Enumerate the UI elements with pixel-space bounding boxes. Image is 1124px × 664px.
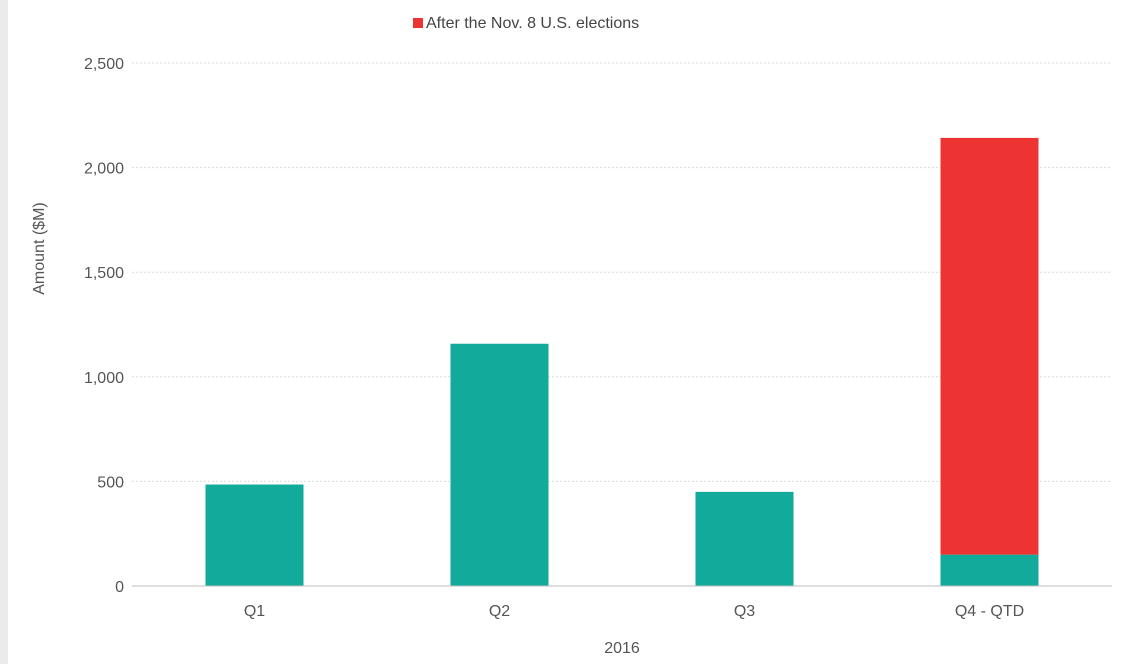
x-axis-ticks: Q1 Q2 Q3 Q4 - QTD bbox=[244, 603, 1024, 620]
y-axis-title: Amount ($M) bbox=[31, 202, 48, 294]
y-tick-label: 0 bbox=[115, 579, 124, 596]
bar-q4-qtd-series-2 bbox=[940, 137, 1039, 555]
y-tick-label: 2,000 bbox=[84, 161, 124, 178]
legend-label: After the Nov. 8 U.S. elections bbox=[426, 15, 639, 32]
y-tick-label: 1,500 bbox=[84, 265, 124, 282]
bar-q1-series-1 bbox=[205, 484, 304, 586]
x-tick-label: Q4 - QTD bbox=[955, 603, 1024, 620]
x-tick-label: Q3 bbox=[734, 603, 755, 620]
bar-q2-series-1 bbox=[450, 343, 549, 586]
bar-q3-series-1 bbox=[695, 491, 794, 586]
y-tick-label: 1,000 bbox=[84, 370, 124, 387]
legend: After the Nov. 8 U.S. elections bbox=[413, 15, 639, 32]
bar-q4-qtd-series-1 bbox=[940, 554, 1039, 586]
y-axis-ticks: 0 500 1,000 1,500 2,000 2,500 bbox=[84, 56, 124, 596]
bar-chart: After the Nov. 8 U.S. elections 0 500 1,00… bbox=[31, 15, 1112, 657]
bars bbox=[205, 137, 1039, 586]
legend-swatch bbox=[413, 18, 423, 28]
chart-panel: After the Nov. 8 U.S. elections 0 500 1,00… bbox=[8, 0, 1124, 664]
x-tick-label: Q2 bbox=[489, 603, 510, 620]
x-tick-label: Q1 bbox=[244, 603, 265, 620]
x-axis-title: 2016 bbox=[604, 640, 640, 657]
y-tick-label: 2,500 bbox=[84, 56, 124, 73]
y-tick-label: 500 bbox=[97, 474, 124, 491]
